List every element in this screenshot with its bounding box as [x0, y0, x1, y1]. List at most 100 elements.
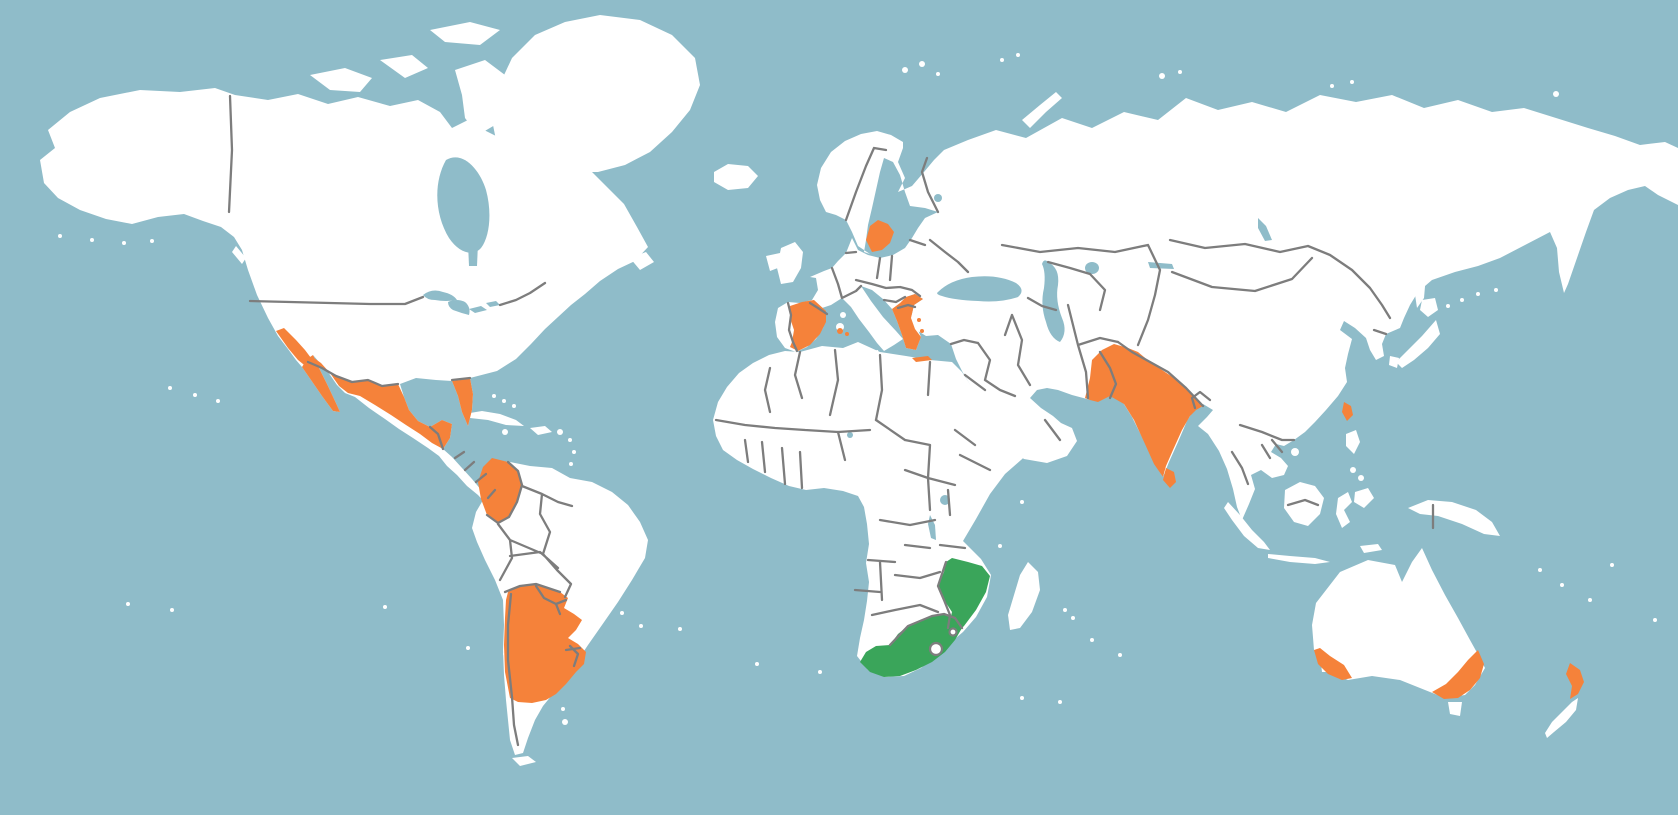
lake-ladoga	[934, 194, 942, 202]
caspian-sea	[1042, 260, 1065, 342]
island-hispaniola	[530, 426, 552, 435]
island-luzon	[1346, 430, 1360, 454]
region-mozambique	[938, 558, 990, 634]
island-new-guinea	[1408, 500, 1500, 536]
border-portugal-spain	[786, 301, 799, 353]
island-visayas-2	[1358, 475, 1364, 481]
region-sri-lanka	[1163, 468, 1176, 488]
region-balearic-1	[837, 328, 843, 334]
borders-central-asia	[1000, 243, 1162, 400]
border-us-mexico	[306, 360, 400, 388]
region-aegean-island-2	[920, 329, 924, 333]
region-crete	[912, 356, 932, 362]
island-hokkaido	[1420, 298, 1438, 317]
region-south-africa	[860, 614, 962, 677]
landmass-greenland	[492, 15, 700, 172]
island-novaya-zemlya	[1022, 92, 1062, 128]
eswatini-enclave	[948, 627, 958, 637]
island-vancouver	[232, 246, 246, 264]
island-tierra-del-fuego	[512, 756, 536, 766]
borders-france-germany	[830, 250, 863, 300]
black-sea	[937, 276, 1022, 302]
island-puerto-rico	[557, 429, 563, 435]
borders-eastern-europe	[908, 156, 970, 274]
borders-bangladesh	[1190, 390, 1212, 410]
border-alaska-canada	[227, 94, 234, 214]
island-jamaica	[502, 429, 508, 435]
lake-ontario	[486, 301, 500, 307]
border-south-africa-north	[888, 612, 964, 647]
borders-southern-africa	[853, 518, 952, 630]
island-southampton	[454, 134, 466, 146]
region-taiwan	[1342, 402, 1353, 421]
island-sumatra	[1224, 502, 1270, 550]
island-falkland	[562, 719, 568, 725]
island-sulawesi	[1336, 492, 1352, 528]
island-hainan	[1291, 448, 1299, 456]
lesotho-enclave	[928, 641, 944, 657]
borders-southeast-asia	[1230, 423, 1296, 486]
region-baja-california	[302, 355, 340, 412]
island-timor	[1360, 544, 1382, 553]
island-corsica	[840, 312, 846, 318]
region-aegean-island-1	[917, 318, 921, 322]
island-sakhalin	[1414, 262, 1426, 308]
lake-balkhash	[1148, 262, 1174, 269]
borders-east-africa	[874, 418, 992, 550]
island-great-britain	[777, 242, 803, 284]
landmass-australia	[1312, 548, 1485, 698]
region-southern-cone	[504, 584, 586, 703]
island-ireland	[766, 253, 783, 271]
island-victoria	[310, 68, 372, 92]
border-himalaya	[1116, 340, 1205, 408]
borders-west-africa	[743, 430, 847, 490]
island-mindanao	[1354, 488, 1374, 508]
region-southern-sweden	[866, 220, 894, 252]
lake-chad	[847, 432, 853, 438]
borders-middle-east	[949, 296, 1062, 442]
island-sicily	[864, 350, 880, 360]
lake-erie	[469, 306, 487, 313]
highlighted-regions-green	[860, 558, 990, 677]
region-southeast-australia	[1432, 650, 1484, 699]
region-new-zealand-north-island	[1566, 663, 1584, 699]
borders-scandinavia	[844, 146, 888, 222]
borders-paraguay-uruguay	[534, 584, 582, 668]
island-java	[1268, 554, 1330, 564]
border-mexico-guatemala	[428, 425, 445, 451]
island-new-zealand-south	[1545, 698, 1578, 738]
island-madagascar	[1008, 562, 1040, 630]
region-southwest-australia	[1314, 648, 1352, 680]
hudson-bay	[437, 157, 490, 253]
aral-sea	[1085, 262, 1099, 274]
border-florida-georgia	[450, 376, 472, 382]
landmass-north-america	[40, 88, 648, 506]
lake-baikal	[1258, 218, 1272, 241]
borders-north-africa	[714, 348, 932, 434]
island-newfoundland	[630, 252, 654, 270]
border-pyrenees	[808, 301, 829, 316]
borders-island-asia	[1286, 498, 1435, 530]
inland-seas	[423, 157, 1272, 540]
island-tasmania	[1448, 702, 1462, 716]
island-visayas-1	[1350, 467, 1356, 473]
island-kyushu	[1389, 356, 1399, 368]
james-bay	[468, 243, 478, 266]
small-island-specks	[58, 53, 1657, 711]
region-florida	[452, 378, 473, 426]
region-spain	[790, 300, 826, 351]
lake-michigan-huron	[448, 300, 470, 315]
border-pakistan-india	[1098, 350, 1118, 400]
region-colombia	[478, 458, 522, 523]
island-honshu	[1396, 320, 1440, 368]
borders-central-europe	[854, 254, 922, 310]
landmass-eurasia	[775, 95, 1678, 520]
island-borneo	[1284, 482, 1324, 526]
border-us-canada	[248, 281, 547, 307]
island-ellesmere	[430, 22, 500, 45]
border-chile-argentina	[506, 592, 520, 747]
lake-superior	[423, 290, 457, 301]
island-cuba	[464, 411, 524, 426]
country-borders	[227, 94, 1435, 747]
